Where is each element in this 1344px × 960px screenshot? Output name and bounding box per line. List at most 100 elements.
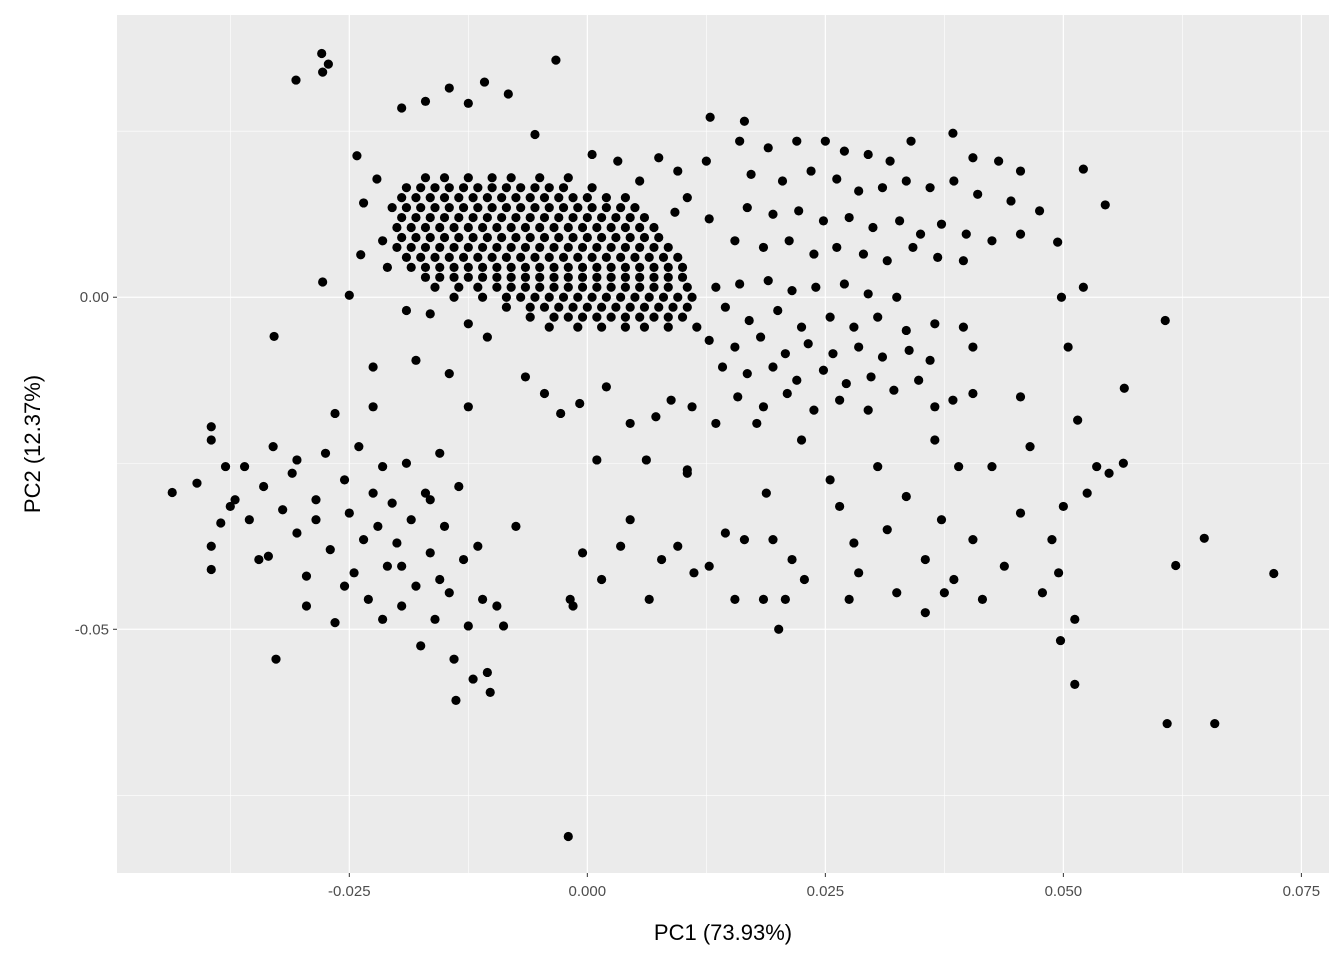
data-point: [625, 418, 635, 429]
data-point: [501, 202, 512, 213]
data-point: [592, 312, 602, 322]
data-point: [535, 262, 545, 272]
data-point: [889, 385, 899, 395]
data-point: [577, 548, 588, 558]
data-point: [330, 408, 340, 419]
data-point: [904, 345, 914, 355]
data-point: [167, 487, 177, 498]
data-point: [378, 461, 388, 472]
data-point: [1015, 166, 1026, 176]
data-point: [544, 252, 554, 262]
data-point: [914, 375, 924, 385]
data-point: [1119, 383, 1129, 393]
data-point: [378, 614, 388, 624]
data-point: [1055, 635, 1066, 646]
data-point: [477, 272, 488, 282]
data-point: [1054, 568, 1064, 578]
data-point: [463, 173, 473, 183]
data-point: [511, 232, 521, 243]
data-point: [630, 252, 640, 262]
data-point: [430, 202, 440, 213]
data-point: [818, 216, 829, 226]
data-point: [420, 222, 431, 233]
data-point: [549, 312, 559, 322]
data-point: [558, 252, 569, 262]
data-point: [291, 75, 301, 85]
data-point: [863, 149, 873, 160]
data-point: [735, 279, 745, 289]
data-point: [192, 478, 202, 488]
data-point: [806, 166, 816, 176]
data-point: [458, 554, 469, 565]
data-point: [563, 272, 573, 282]
data-point: [463, 222, 473, 233]
data-point: [1070, 679, 1080, 689]
data-point: [487, 252, 497, 262]
data-point: [1210, 718, 1220, 729]
data-point: [535, 242, 545, 253]
data-point: [1063, 342, 1073, 352]
data-point: [925, 183, 935, 193]
data-point: [832, 174, 842, 184]
data-point: [368, 488, 378, 498]
data-point: [973, 189, 983, 199]
data-point: [606, 242, 616, 253]
data-point: [1199, 533, 1209, 543]
data-point: [535, 173, 545, 183]
data-point: [1269, 568, 1279, 579]
data-point: [763, 143, 773, 153]
data-point: [501, 252, 512, 262]
data-point: [908, 242, 918, 253]
data-point: [449, 654, 459, 664]
data-point: [392, 242, 402, 253]
data-point: [458, 183, 469, 193]
data-point: [544, 322, 554, 332]
data-point: [318, 277, 328, 287]
data-point: [549, 272, 559, 282]
data-point: [620, 322, 631, 332]
data-point: [849, 322, 859, 332]
data-point: [948, 395, 958, 405]
data-point: [925, 355, 935, 365]
data-point: [620, 222, 631, 233]
data-point: [420, 272, 431, 282]
data-point: [363, 594, 373, 604]
data-point: [592, 282, 602, 292]
data-point: [358, 198, 369, 208]
data-point: [961, 229, 971, 239]
data-point: [573, 292, 583, 302]
data-point: [825, 312, 835, 322]
data-point: [525, 312, 535, 322]
data-point: [430, 614, 440, 624]
data-point: [439, 193, 450, 203]
data-point: [344, 290, 354, 300]
data-point: [444, 83, 454, 93]
data-point: [577, 222, 588, 233]
data-point: [392, 538, 402, 548]
data-point: [936, 219, 947, 229]
data-point: [539, 193, 550, 203]
data-point: [473, 541, 483, 551]
x-tick-label: 0.050: [1045, 883, 1083, 900]
data-point: [663, 272, 673, 282]
data-point: [382, 561, 392, 571]
data-point: [573, 202, 583, 213]
data-point: [520, 272, 531, 282]
data-point: [344, 508, 354, 518]
data-point: [649, 312, 659, 322]
data-point: [406, 222, 416, 233]
data-point: [397, 232, 407, 243]
data-point: [430, 183, 440, 193]
data-point: [368, 362, 378, 372]
data-point: [535, 272, 545, 282]
data-point: [877, 183, 888, 193]
data-point: [516, 202, 526, 213]
data-point: [206, 564, 216, 575]
data-point: [1034, 206, 1045, 216]
data-point: [601, 382, 611, 392]
data-point: [654, 232, 664, 243]
data-point: [278, 505, 288, 515]
data-point: [511, 212, 521, 223]
data-point: [644, 292, 654, 302]
